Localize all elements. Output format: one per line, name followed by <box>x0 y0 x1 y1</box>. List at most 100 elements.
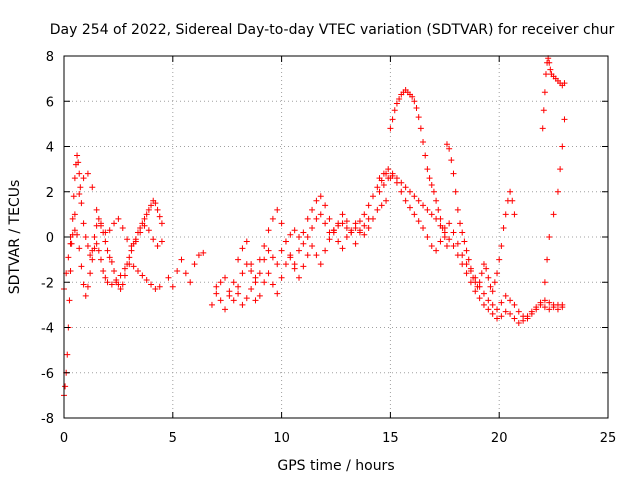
y-tick-label: 0 <box>46 231 54 246</box>
data-point <box>158 220 165 227</box>
data-point <box>217 297 224 304</box>
data-point <box>274 261 281 268</box>
data-point <box>265 270 272 277</box>
data-point <box>356 229 363 236</box>
data-point <box>409 93 416 100</box>
data-point <box>474 283 481 290</box>
data-point <box>546 306 553 313</box>
data-point <box>71 227 78 234</box>
data-point <box>361 231 368 238</box>
data-point <box>158 238 165 245</box>
x-axis-label: GPS time / hours <box>277 458 394 474</box>
data-point <box>126 254 133 261</box>
data-point <box>265 247 272 254</box>
data-point <box>554 306 561 313</box>
data-point <box>343 234 350 240</box>
data-point <box>154 206 161 213</box>
data-point <box>335 238 342 245</box>
data-point <box>361 211 368 218</box>
y-tick-label: 4 <box>46 141 54 156</box>
data-point <box>441 224 448 231</box>
data-point <box>74 231 81 238</box>
data-point <box>269 281 276 288</box>
data-point <box>559 301 566 308</box>
data-point <box>300 240 307 247</box>
data-point <box>317 211 324 218</box>
data-point <box>261 279 268 286</box>
data-point <box>452 188 459 195</box>
data-point <box>102 238 109 245</box>
data-point <box>243 238 250 245</box>
data-point <box>376 175 383 182</box>
data-point <box>148 202 155 209</box>
data-point <box>80 281 87 288</box>
data-point <box>330 227 337 234</box>
data-point <box>402 197 409 204</box>
data-point <box>361 222 368 229</box>
data-point <box>239 270 246 277</box>
data-point <box>102 229 109 236</box>
data-point <box>411 98 418 105</box>
data-point <box>82 292 89 299</box>
data-point <box>537 299 544 306</box>
data-point <box>76 170 83 177</box>
data-point <box>463 247 470 254</box>
data-point <box>489 288 496 295</box>
data-point <box>515 308 522 315</box>
data-point <box>352 220 359 227</box>
data-point <box>217 279 224 286</box>
data-point <box>339 211 346 218</box>
data-point <box>547 66 554 73</box>
data-point <box>415 197 422 204</box>
data-point <box>446 145 453 152</box>
y-tick-label: 8 <box>46 50 54 65</box>
data-point <box>64 351 71 358</box>
data-point <box>287 252 294 259</box>
data-point <box>150 236 157 243</box>
data-point <box>491 279 498 286</box>
data-point <box>480 290 487 297</box>
data-point <box>428 211 435 218</box>
data-point <box>152 200 159 207</box>
data-point <box>426 175 433 182</box>
data-point <box>139 272 146 279</box>
data-point <box>239 301 246 308</box>
data-point <box>80 175 87 182</box>
y-tick-label: 6 <box>46 95 54 110</box>
data-point <box>509 197 516 204</box>
data-point <box>208 301 215 308</box>
data-point <box>385 166 392 173</box>
data-point <box>178 256 185 263</box>
data-point <box>222 306 229 313</box>
data-point <box>195 252 202 259</box>
data-point <box>108 258 115 265</box>
data-point <box>420 202 427 209</box>
data-point <box>278 274 285 281</box>
data-point <box>309 206 316 213</box>
data-point <box>544 256 551 263</box>
data-point <box>156 213 163 220</box>
data-point <box>89 184 96 191</box>
data-point <box>191 261 198 268</box>
data-point <box>383 197 390 204</box>
data-point <box>304 215 311 222</box>
data-point <box>485 297 492 304</box>
data-point <box>437 222 444 229</box>
data-point <box>380 170 387 177</box>
data-point <box>235 256 242 263</box>
data-point <box>143 211 150 218</box>
data-point <box>317 193 324 200</box>
data-point <box>494 306 501 313</box>
data-point <box>111 220 118 227</box>
data-point <box>84 283 91 290</box>
data-point <box>93 206 100 213</box>
data-point <box>93 240 100 247</box>
data-point <box>533 304 540 311</box>
data-point <box>80 220 87 227</box>
chart-title: Day 254 of 2022, Sidereal Day-to-day VTE… <box>50 22 615 38</box>
data-point <box>393 179 400 186</box>
data-point <box>213 283 220 290</box>
data-point <box>430 188 437 195</box>
grid <box>64 56 608 418</box>
